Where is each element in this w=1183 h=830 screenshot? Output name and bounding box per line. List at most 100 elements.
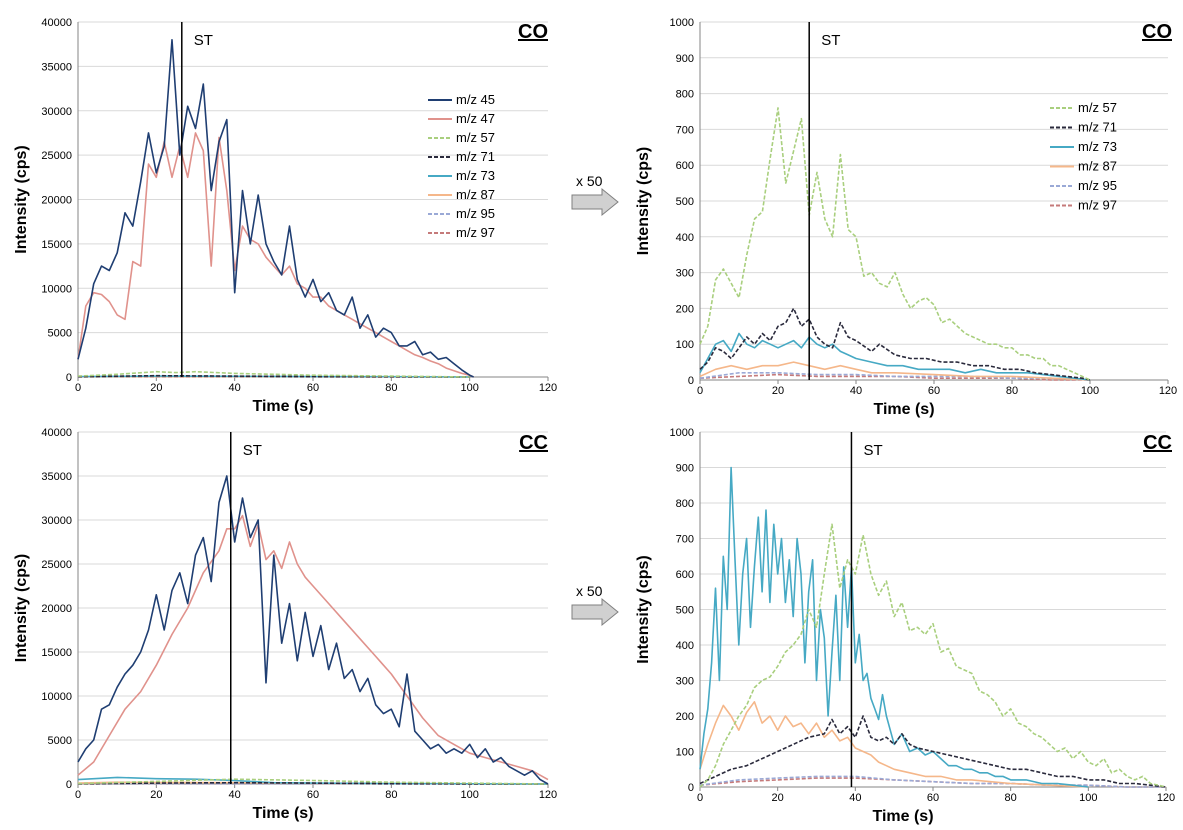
st-marker-label: ST	[243, 442, 262, 459]
st-marker-label: ST	[194, 32, 213, 49]
legend-entry: m/z 95	[1078, 178, 1117, 193]
y-tick-label: 35000	[41, 61, 72, 73]
multiplier-label: x 50	[576, 583, 603, 599]
y-tick-label: 100	[676, 339, 694, 351]
x-tick-label: 80	[385, 789, 397, 801]
x-tick-label: 120	[539, 789, 557, 801]
y-tick-label: 100	[676, 747, 694, 759]
x-tick-label: 0	[75, 789, 81, 801]
x-tick-label: 100	[460, 789, 478, 801]
x-tick-label: 120	[1159, 385, 1177, 397]
st-marker-label: ST	[821, 32, 840, 49]
y-tick-label: 0	[688, 375, 694, 387]
series-line-m-z-87	[699, 361, 1091, 381]
series-group	[699, 107, 1091, 381]
x-tick-label: 40	[849, 792, 861, 804]
legend-entry: m/z 73	[456, 168, 495, 183]
series-line-m-z-47	[77, 132, 474, 378]
legend-entry: m/z 47	[456, 111, 495, 126]
x-axis-title: Time (s)	[873, 401, 934, 418]
x-tick-label: 0	[697, 385, 703, 397]
x-tick-label: 40	[229, 382, 241, 394]
arrow-multiplier-2: x 50	[571, 583, 619, 627]
x-tick-label: 100	[460, 382, 478, 394]
series-line-m-z-73	[77, 776, 549, 785]
y-tick-label: 1000	[670, 17, 694, 29]
y-tick-label: 15000	[41, 239, 72, 251]
series-line-m-z-73	[699, 332, 1091, 381]
legend-entry: m/z 57	[1078, 100, 1117, 115]
legend: m/z 45 m/z 47 m/z 57 m/z 71 m/z 73 m/z 87 m/z …	[428, 92, 495, 240]
y-tick-label: 0	[688, 782, 694, 794]
y-tick-label: 25000	[41, 150, 72, 162]
x-tick-label: 0	[75, 382, 81, 394]
y-tick-label: 200	[676, 303, 694, 315]
y-tick-label: 700	[676, 534, 694, 546]
y-tick-label: 900	[676, 463, 694, 475]
x-tick-label: 40	[229, 789, 241, 801]
y-tick-label: 10000	[41, 283, 72, 295]
panel-label: CC	[519, 432, 548, 454]
y-tick-label: 25000	[41, 559, 72, 571]
x-axis-title: Time (s)	[252, 398, 313, 415]
x-tick-label: 20	[772, 792, 784, 804]
panel-label: CO	[1142, 21, 1172, 43]
legend-entry: m/z 95	[456, 206, 495, 221]
x-tick-label: 60	[928, 385, 940, 397]
y-tick-label: 30000	[41, 515, 72, 527]
series-line-m-z-57	[77, 778, 549, 785]
y-tick-label: 400	[676, 232, 694, 244]
y-tick-label: 5000	[48, 735, 72, 747]
y-axis-title: Intensity (cps)	[13, 554, 30, 662]
series-line-m-z-45	[77, 39, 474, 378]
x-tick-label: 20	[772, 385, 784, 397]
right-arrow-icon	[571, 597, 619, 627]
x-tick-label: 60	[927, 792, 939, 804]
x-tick-label: 100	[1081, 385, 1099, 397]
y-axis-title: Intensity (cps)	[635, 147, 652, 255]
panel-label: CC	[1143, 432, 1172, 454]
x-tick-label: 80	[1005, 792, 1017, 804]
series-group	[77, 475, 549, 785]
y-tick-label: 0	[66, 372, 72, 384]
x-tick-label: 120	[539, 382, 557, 394]
y-tick-label: 20000	[41, 195, 72, 207]
legend-entry: m/z 45	[456, 92, 495, 107]
y-tick-label: 5000	[48, 328, 72, 340]
x-tick-label: 20	[150, 789, 162, 801]
chart-cc-zoom: 0 100 200 300 400 500 600 700 800 900 1000 0 20 40 60 8…	[635, 427, 1175, 825]
y-tick-label: 300	[676, 676, 694, 688]
legend-entry: m/z 71	[1078, 120, 1117, 135]
legend-entry: m/z 71	[456, 149, 495, 164]
x-tick-label: 120	[1157, 792, 1175, 804]
right-arrow-icon	[571, 187, 619, 217]
legend-entry: m/z 57	[456, 130, 495, 145]
y-tick-label: 30000	[41, 106, 72, 118]
x-tick-label: 80	[385, 382, 397, 394]
y-tick-label: 35000	[41, 471, 72, 483]
y-tick-label: 600	[676, 160, 694, 172]
series-line-m-z-45	[77, 475, 549, 785]
series-line-m-z-57	[699, 523, 1167, 788]
y-tick-label: 700	[676, 124, 694, 136]
x-tick-label: 20	[150, 382, 162, 394]
y-tick-label: 40000	[41, 427, 72, 439]
y-tick-label: 900	[676, 53, 694, 65]
y-tick-label: 300	[676, 268, 694, 280]
y-tick-label: 10000	[41, 691, 72, 703]
series-line-m-z-87	[699, 701, 1089, 788]
y-tick-label: 500	[676, 605, 694, 617]
legend-entry: m/z 97	[1078, 198, 1117, 213]
legend-entry: m/z 73	[1078, 139, 1117, 154]
x-tick-label: 60	[307, 789, 319, 801]
y-axis-title: Intensity (cps)	[635, 555, 652, 663]
legend: m/z 57 m/z 71 m/z 73 m/z 87 m/z 95 m/z 97	[1050, 100, 1117, 213]
legend-entry: m/z 87	[456, 187, 495, 202]
panel-label: CO	[518, 21, 548, 43]
y-tick-label: 600	[676, 569, 694, 581]
series-group	[77, 39, 474, 378]
chart-co-full: 0 5000 10000 15000 20000 25000 30000 35000 40000…	[13, 17, 557, 415]
series-line-m-z-73	[699, 466, 1089, 788]
y-tick-label: 800	[676, 89, 694, 101]
